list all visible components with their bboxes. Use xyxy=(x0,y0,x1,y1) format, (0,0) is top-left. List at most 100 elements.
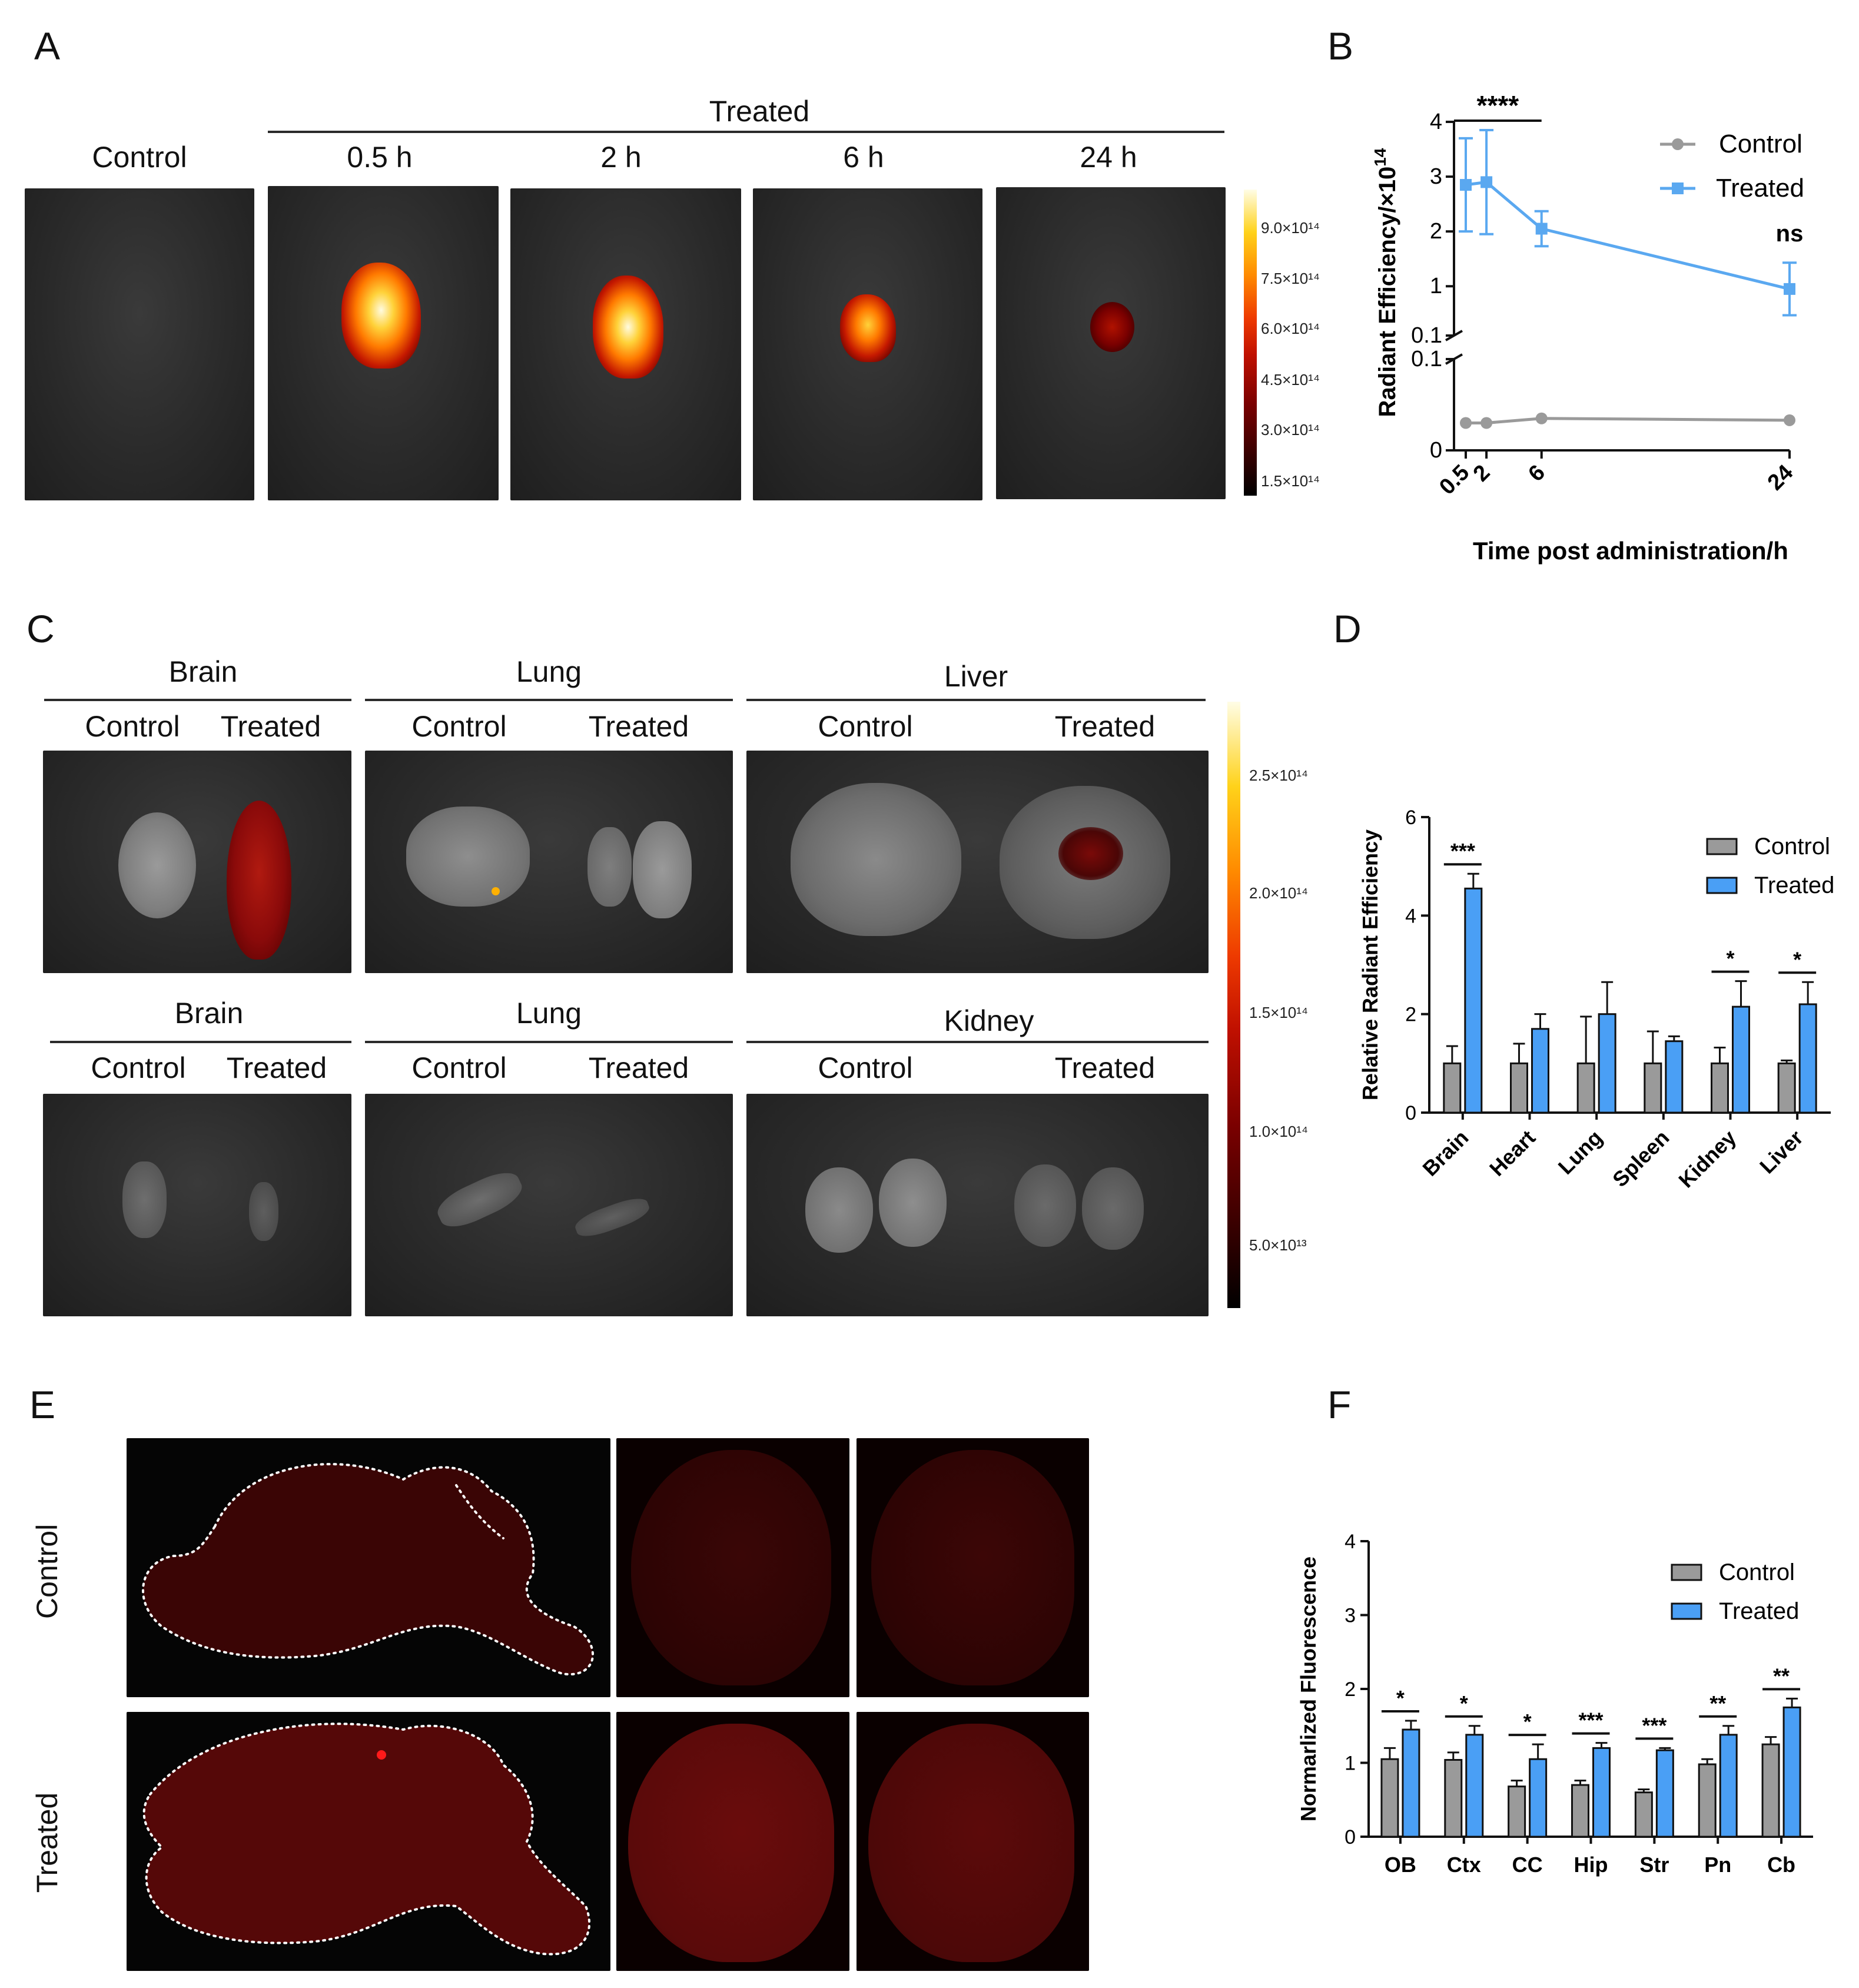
legend-marker-control xyxy=(1672,138,1684,150)
y-tick-label: 4 xyxy=(1345,1531,1356,1553)
legend-swatch-treated xyxy=(1671,1602,1702,1620)
significance-label: ** xyxy=(1773,1664,1790,1688)
bar-treated xyxy=(1798,1003,1817,1114)
fluorescence-signal xyxy=(593,276,663,379)
fluorescence-signal xyxy=(492,887,500,895)
organ-image-heart xyxy=(43,1094,351,1316)
bar-control xyxy=(1777,1062,1796,1114)
panel-label-a: A xyxy=(34,24,61,68)
bar-control xyxy=(1443,1062,1462,1114)
significance-label: **** xyxy=(1477,90,1519,121)
column-label-24h: 24 h xyxy=(1080,141,1137,174)
treated-group-rule xyxy=(268,131,1224,133)
bar-treated xyxy=(1592,1747,1611,1838)
y-axis-label: Normarlized Fluorescence xyxy=(1296,1556,1320,1821)
coronal-section-control-1 xyxy=(616,1438,849,1697)
colorbar-c xyxy=(1227,702,1240,1308)
treated-group-label: Treated xyxy=(709,95,810,128)
organ-image-spleen xyxy=(365,1094,733,1316)
coronal-section-treated-1 xyxy=(616,1712,849,1971)
mouse-image-0-5h xyxy=(268,186,499,500)
legend-swatch-control xyxy=(1671,1564,1702,1581)
organ-rule xyxy=(746,699,1206,701)
bar-treated xyxy=(1665,1040,1684,1114)
organ-label-kidney: Kidney xyxy=(944,1004,1034,1037)
y-tick-label: 0 xyxy=(1430,438,1442,463)
organ-image-kidney xyxy=(746,1094,1209,1316)
significance-label: *** xyxy=(1578,1708,1603,1733)
organ-label-brain-2: Brain xyxy=(174,997,244,1030)
legend-label-control: Control xyxy=(1719,1559,1795,1585)
legend-swatch-treated xyxy=(1706,877,1738,894)
fluorescence-signal xyxy=(840,294,896,362)
mouse-image-control xyxy=(25,188,254,500)
bar-control xyxy=(1761,1743,1780,1838)
column-label-6h: 6 h xyxy=(843,141,884,174)
legend-label-treated: Treated xyxy=(1754,872,1834,898)
x-tick-label: Liver xyxy=(1755,1126,1808,1179)
x-tick-label: Cb xyxy=(1767,1853,1795,1877)
x-tick-label: Spleen xyxy=(1608,1126,1674,1192)
organ-rule xyxy=(365,699,733,701)
panel-label-b: B xyxy=(1327,24,1354,68)
fluorescence-signal xyxy=(1090,302,1134,352)
x-axis-label: Time post administration/h xyxy=(1473,537,1788,565)
bar-treated xyxy=(1529,1758,1548,1838)
organ-image-liver xyxy=(746,751,1209,973)
colorbar-c-tick: 1.5×10¹⁴ xyxy=(1249,1004,1309,1021)
panel-label-c: C xyxy=(26,607,55,651)
bar-control xyxy=(1380,1758,1399,1838)
bar-control xyxy=(1698,1763,1717,1838)
x-tick-label: Lung xyxy=(1553,1126,1607,1179)
legend-label-treated: Treated xyxy=(1716,174,1804,203)
fluorescence-signal xyxy=(341,263,421,369)
line-treated xyxy=(1465,180,1790,291)
point-treated xyxy=(1460,179,1472,191)
x-tick-label: Brain xyxy=(1418,1126,1473,1181)
organ-label-lung-2: Lung xyxy=(516,997,582,1030)
legend-marker-treated xyxy=(1672,182,1684,194)
legend-label-control: Control xyxy=(1719,130,1802,158)
condition-label: Control xyxy=(85,710,180,743)
colorbar-a-tick: 7.5×10¹⁴ xyxy=(1261,270,1320,287)
condition-label: Control xyxy=(818,1051,913,1084)
organ-rule xyxy=(365,1041,733,1043)
condition-label: Treated xyxy=(1054,710,1156,743)
x-tick-label: Kidney xyxy=(1674,1126,1741,1193)
y-tick-label: 1 xyxy=(1345,1753,1356,1775)
x-tick-label: 0.5 xyxy=(1435,460,1474,500)
bar-treated xyxy=(1598,1013,1616,1114)
colorbar-a-tick: 4.5×10¹⁴ xyxy=(1261,371,1320,389)
y-tick-label: 1 xyxy=(1430,274,1442,298)
point-treated xyxy=(1535,223,1548,235)
significance-label: *** xyxy=(1450,839,1475,863)
y-tick-label: 0 xyxy=(1405,1102,1416,1124)
significance-label: ** xyxy=(1709,1691,1726,1715)
sagittal-section-treated xyxy=(127,1712,610,1971)
chart-d: 0 2 4 6 Relative Radiant Efficiency Brain *** H… xyxy=(1358,807,1834,1193)
brain-outline xyxy=(142,1723,591,1956)
chart-f: 0 1 2 3 4 Normarlized Fluorescence OB * Ctx * CC * H… xyxy=(1296,1531,1813,1877)
mouse-image-2h xyxy=(510,188,741,500)
x-tick-label: CC xyxy=(1512,1853,1543,1877)
condition-label: Control xyxy=(411,1051,507,1084)
significance-label: * xyxy=(1523,1710,1532,1734)
y-tick-label: 4 xyxy=(1405,905,1416,927)
bar-control xyxy=(1508,1785,1526,1838)
point-control xyxy=(1460,417,1472,429)
legend-swatch-control xyxy=(1706,838,1738,855)
organ-rule xyxy=(44,699,351,701)
bar-treated xyxy=(1732,1005,1750,1114)
condition-label: Treated xyxy=(220,710,321,743)
organ-label-brain-1: Brain xyxy=(168,655,238,688)
y-axis-label: Radiant Efficiency/×1014 xyxy=(1371,148,1400,417)
x-tick-label: 6 xyxy=(1523,460,1550,487)
bar-treated xyxy=(1465,1734,1484,1838)
condition-label: Treated xyxy=(1054,1051,1156,1084)
row-label-control: Control xyxy=(31,1524,64,1619)
condition-label: Control xyxy=(818,710,913,743)
sagittal-section-control xyxy=(127,1438,610,1697)
x-tick-label: Ctx xyxy=(1447,1853,1481,1877)
colorbar-a-tick: 1.5×10¹⁴ xyxy=(1261,472,1320,490)
